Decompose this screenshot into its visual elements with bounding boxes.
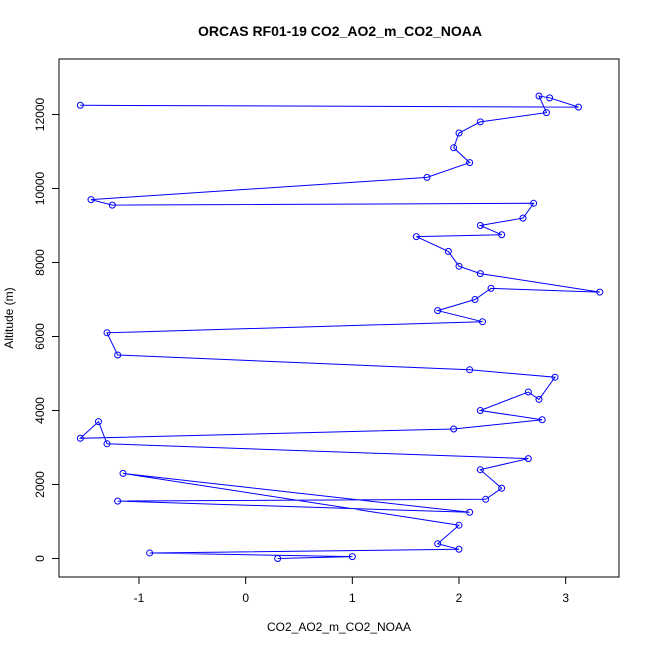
- data-point: [434, 540, 442, 548]
- x-axis: -1 0 1 2 3: [134, 576, 569, 605]
- data-point: [487, 284, 495, 292]
- data-point: [524, 455, 532, 463]
- y-axis-label: Altitude (m): [2, 287, 16, 348]
- data-point: [119, 469, 127, 477]
- y-axis: 0 2000 4000 6000 8000 10000 12000: [33, 97, 60, 562]
- series-line: [78, 95, 600, 559]
- data-point: [535, 92, 543, 100]
- data-point: [466, 508, 474, 516]
- x-axis-label: CO2_AO2_m_CO2_NOAA: [267, 620, 411, 634]
- data-point: [476, 466, 484, 474]
- data-point: [455, 262, 463, 270]
- data-point: [455, 545, 463, 553]
- data-point: [519, 214, 527, 222]
- x-tick-label: 0: [242, 591, 249, 605]
- data-point: [423, 173, 431, 181]
- data-point: [348, 553, 356, 561]
- data-point: [103, 440, 111, 448]
- data-point: [108, 201, 116, 209]
- chart-title: ORCAS RF01-19 CO2_AO2_m_CO2_NOAA: [198, 23, 482, 39]
- data-point: [476, 222, 484, 229]
- data-point: [574, 103, 582, 111]
- x-tick-label: 2: [456, 591, 463, 605]
- data-point: [476, 270, 484, 278]
- y-tick-label: 8000: [33, 249, 47, 276]
- data-point: [476, 118, 484, 126]
- y-tick-label: 4000: [33, 397, 47, 424]
- data-point: [535, 395, 543, 403]
- data-point: [476, 407, 484, 414]
- data-point: [596, 288, 604, 296]
- data-point: [482, 495, 490, 503]
- data-point: [498, 484, 506, 492]
- data-point: [146, 549, 154, 557]
- data-point: [274, 555, 282, 562]
- y-tick-label: 6000: [33, 323, 47, 350]
- data-point: [546, 94, 554, 102]
- data-point: [76, 101, 84, 109]
- data-point: [94, 418, 102, 426]
- data-point: [444, 247, 452, 255]
- data-point: [87, 196, 95, 204]
- data-point: [551, 373, 559, 381]
- data-point: [471, 296, 479, 303]
- x-tick-label: 3: [562, 591, 569, 605]
- data-point: [466, 366, 474, 374]
- y-tick-label: 10000: [33, 171, 47, 205]
- data-point: [498, 231, 506, 239]
- plot-area: [76, 92, 604, 562]
- x-tick-label: 1: [349, 591, 356, 605]
- data-point: [76, 434, 84, 442]
- data-point: [114, 351, 122, 359]
- plot-frame: [58, 58, 620, 578]
- data-point: [478, 318, 486, 326]
- data-point: [114, 497, 122, 505]
- data-point: [434, 307, 442, 315]
- y-tick-label: 12000: [33, 97, 47, 131]
- data-point: [103, 329, 111, 337]
- y-tick-label: 0: [33, 555, 47, 562]
- y-tick-label: 2000: [33, 471, 47, 498]
- series-points: [76, 92, 604, 562]
- data-point: [524, 388, 532, 396]
- data-point: [455, 129, 463, 137]
- data-point: [450, 425, 458, 433]
- data-point: [530, 199, 538, 207]
- data-point: [412, 233, 420, 241]
- data-point: [466, 159, 474, 167]
- data-point: [538, 416, 546, 424]
- data-point: [542, 109, 550, 117]
- series-lines: [78, 95, 600, 559]
- x-tick-label: -1: [134, 591, 145, 605]
- data-point: [455, 521, 463, 529]
- data-point: [450, 144, 458, 152]
